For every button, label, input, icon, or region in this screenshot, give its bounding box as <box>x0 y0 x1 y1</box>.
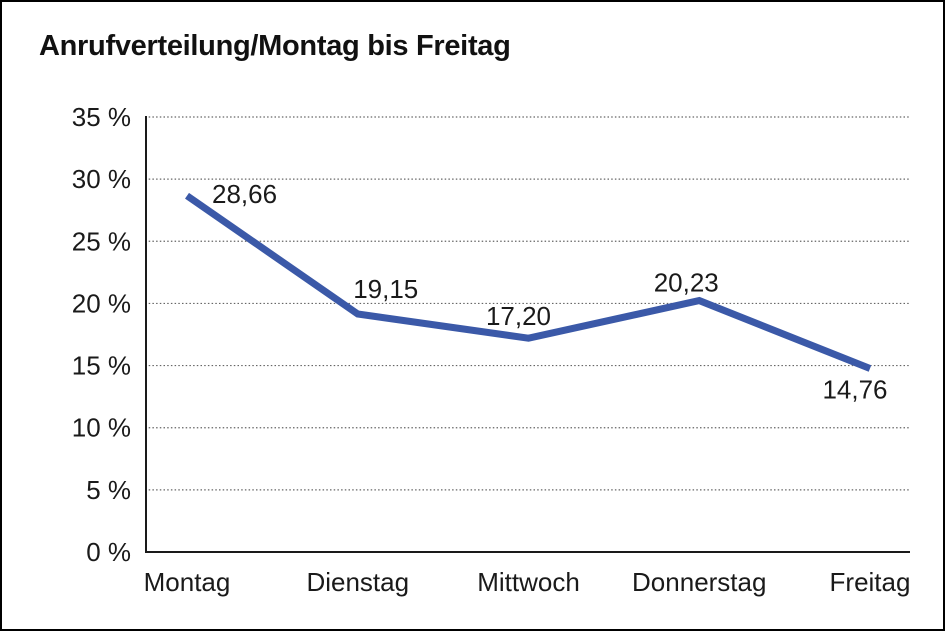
y-tick-label: 10 % <box>72 413 131 443</box>
data-label: 14,76 <box>822 375 887 405</box>
x-category-label: Freitag <box>830 567 911 597</box>
y-tick-label: 15 % <box>72 351 131 381</box>
y-tick-label: 25 % <box>72 226 131 256</box>
y-tick-label: 20 % <box>72 288 131 318</box>
y-tick-label: 5 % <box>86 475 131 505</box>
data-label: 19,15 <box>353 274 418 304</box>
chart-title: Anrufverteilung/Montag bis Freitag <box>39 30 511 62</box>
data-label: 20,23 <box>654 268 719 298</box>
y-tick-label: 0 % <box>86 537 131 567</box>
data-label: 17,20 <box>486 301 551 331</box>
data-label: 28,66 <box>212 179 277 209</box>
series-line <box>185 192 872 372</box>
x-category-label: Montag <box>144 567 231 597</box>
x-category-label: Dienstag <box>306 567 409 597</box>
x-category-label: Donnerstag <box>632 567 766 597</box>
y-tick-label: 30 % <box>72 164 131 194</box>
y-tick-label: 35 % <box>72 102 131 132</box>
x-category-label: Mittwoch <box>477 567 580 597</box>
